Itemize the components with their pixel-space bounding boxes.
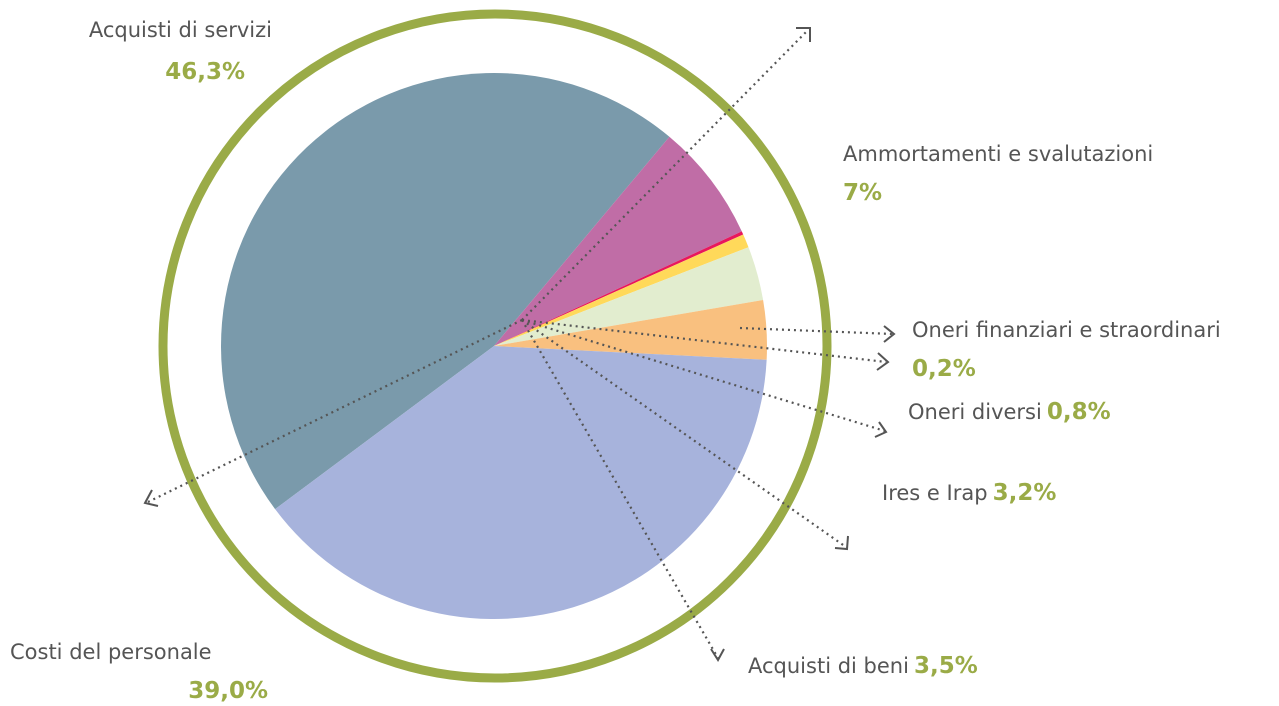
- arrow: [739, 326, 894, 336]
- arrow: [521, 318, 887, 364]
- value-label: 7%: [843, 180, 882, 206]
- slice: [220, 72, 670, 510]
- arrow: [521, 319, 719, 659]
- slice: [275, 346, 767, 620]
- arrow-head: [710, 648, 725, 662]
- slice: [494, 247, 764, 346]
- value-label: 39,0%: [188, 678, 268, 704]
- label-group: Oneri diversi 0,8%: [908, 399, 1111, 425]
- value-label: 0,8%: [1047, 399, 1111, 425]
- arrow-head: [796, 27, 811, 42]
- ring: [158, 9, 832, 683]
- arrow-head: [883, 325, 896, 343]
- arrows: [143, 27, 896, 662]
- arrow-head: [143, 489, 159, 507]
- pie: [220, 72, 767, 620]
- label: Oneri diversi: [908, 400, 1042, 424]
- label-group: Ires e Irap 3,2%: [882, 480, 1056, 506]
- arrow-head: [876, 352, 890, 371]
- label: Ires e Irap: [882, 481, 988, 505]
- arrow-head: [874, 421, 888, 438]
- label: Acquisti di beni: [748, 654, 909, 678]
- slice: [494, 234, 749, 346]
- label-group: Acquisti di beni 3,5%: [748, 653, 978, 679]
- label: Acquisti di servizi: [89, 18, 272, 42]
- label: Costi del personale: [10, 640, 212, 664]
- slice: [494, 231, 744, 346]
- arrow-head: [834, 535, 849, 551]
- label: Oneri finanziari e straordinari: [912, 318, 1221, 342]
- value-label: 3,2%: [993, 480, 1057, 506]
- value-label: 3,5%: [914, 653, 978, 679]
- slice: [494, 136, 742, 346]
- arrow: [521, 29, 809, 321]
- slice: [494, 300, 767, 360]
- value-label: 46,3%: [165, 59, 245, 85]
- label: Ammortamenti e svalutazioni: [843, 142, 1153, 166]
- value-label: 0,2%: [912, 356, 976, 382]
